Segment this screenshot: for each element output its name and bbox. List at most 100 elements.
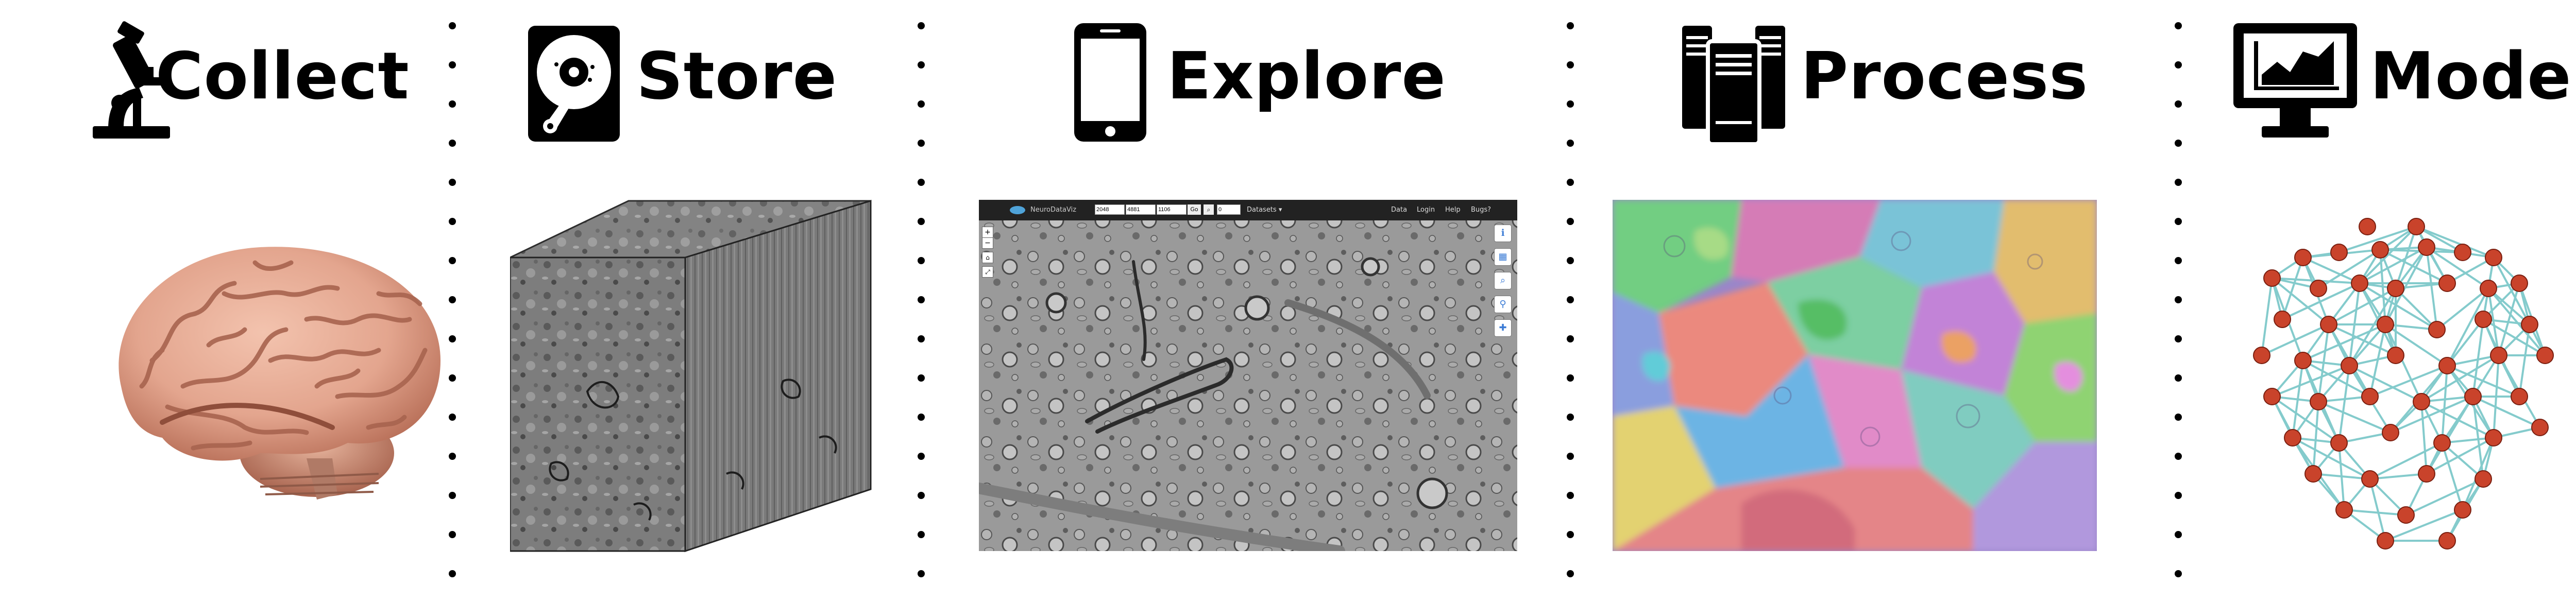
coord-y-input[interactable]: [1126, 204, 1156, 215]
go-button[interactable]: Go: [1188, 204, 1201, 215]
network-edge: [2487, 288, 2500, 356]
brand-label[interactable]: NeuroDataViz: [1030, 206, 1077, 214]
coord-x-input[interactable]: [1095, 204, 1125, 215]
network-edge: [2369, 473, 2427, 480]
network-node: [2387, 280, 2404, 297]
network-edge: [2420, 354, 2500, 403]
network-node: [2511, 388, 2528, 405]
zoom-in-button[interactable]: +: [982, 227, 993, 238]
viewer-navbar: NeuroDataViz Go ⌕ Datasets ▾ Data Login …: [979, 200, 1517, 220]
network-node: [2263, 388, 2281, 405]
stage-store: Store: [505, 0, 969, 601]
network-edge: [2313, 473, 2370, 480]
network-edge: [2420, 401, 2428, 474]
image-icon[interactable]: ▦: [1494, 248, 1512, 266]
network-node: [2310, 393, 2327, 410]
network-node: [2377, 316, 2394, 333]
network-edge: [2482, 318, 2546, 356]
separator: [916, 21, 926, 587]
network-edge: [2416, 226, 2463, 253]
network-node: [2387, 347, 2404, 364]
network-node: [2536, 347, 2554, 364]
stage-header: Collect: [62, 21, 526, 144]
info-icon[interactable]: ℹ: [1494, 225, 1512, 242]
network-node: [2475, 470, 2492, 488]
stage-label: Process: [1801, 38, 2089, 114]
network-node: [2464, 388, 2482, 405]
network-node: [2490, 347, 2507, 364]
network-edge: [2369, 478, 2386, 541]
network-node: [2433, 434, 2451, 452]
network-edge: [2302, 256, 2360, 284]
network-node: [2428, 321, 2446, 338]
viewer-window: NeuroDataViz Go ⌕ Datasets ▾ Data Login …: [979, 200, 1517, 551]
network-edge: [2281, 257, 2304, 320]
fullscreen-icon[interactable]: ⤢: [982, 266, 993, 278]
network-edge: [2292, 437, 2370, 480]
network-edge: [2441, 442, 2464, 510]
network-edge: [2272, 365, 2350, 398]
resolution-input[interactable]: [1217, 204, 1241, 215]
network-node: [2330, 434, 2348, 452]
datasets-menu[interactable]: Datasets ▾: [1247, 206, 1282, 214]
stage-header: Model: [2215, 21, 2576, 144]
network-edge: [2312, 401, 2319, 474]
coord-z-input[interactable]: [1157, 204, 1187, 215]
network-node: [2310, 280, 2327, 297]
hard-drive-icon: [528, 26, 620, 142]
stage-process: Process: [1607, 0, 2154, 601]
nav-link-data[interactable]: Data: [1391, 206, 1408, 214]
network-node: [2413, 393, 2430, 410]
network-edge: [2446, 288, 2489, 366]
network-edge: [2446, 318, 2484, 367]
network-graph: [2253, 218, 2554, 550]
nav-link-login[interactable]: Login: [1417, 206, 1435, 214]
stage-header: Explore: [969, 21, 1446, 144]
network-node: [2377, 532, 2394, 550]
logo-icon: [1010, 206, 1025, 214]
network-edge: [2426, 437, 2494, 475]
network-edge: [2338, 226, 2417, 253]
network-edge: [2369, 324, 2386, 397]
em-volume-cube: [510, 199, 872, 553]
network-edge: [2380, 249, 2448, 284]
zoom-out-button[interactable]: −: [982, 238, 993, 249]
stage-explore: Explore: [969, 0, 1535, 601]
network-edge: [2302, 359, 2370, 398]
network-edge: [2426, 246, 2489, 289]
network-node: [2454, 501, 2471, 519]
network-edge: [2302, 323, 2386, 362]
network-edge: [2261, 323, 2329, 356]
add-icon[interactable]: ✚: [1494, 319, 1512, 337]
stage-model: Model: [2215, 0, 2576, 601]
stage-header: Process: [1607, 21, 2088, 144]
stage-label: Store: [636, 38, 838, 114]
network-node: [2284, 429, 2301, 447]
network-node: [2351, 274, 2368, 292]
network-node: [2359, 218, 2376, 235]
magnifier-icon[interactable]: ⌕: [1494, 272, 1512, 289]
nav-link-help[interactable]: Help: [1445, 206, 1461, 214]
nav-link-bugs[interactable]: Bugs?: [1471, 206, 1492, 214]
network-edge: [2271, 277, 2330, 325]
network-edge: [2441, 365, 2448, 443]
pin-icon[interactable]: ⚲: [1494, 296, 1512, 313]
network-node: [2361, 388, 2379, 405]
search-icon[interactable]: ⌕: [1204, 204, 1214, 215]
separator: [2173, 21, 2183, 587]
network-node: [2361, 470, 2379, 488]
network-edge: [2390, 396, 2473, 434]
microscope-icon: [93, 21, 170, 139]
network-node: [2304, 465, 2322, 483]
smartphone-icon: [1074, 23, 1146, 142]
home-icon[interactable]: ⌂: [982, 252, 993, 263]
network-edge: [2318, 401, 2391, 434]
network-node: [2531, 419, 2549, 436]
em-slice-image: [979, 200, 1517, 551]
network-node: [2438, 357, 2456, 374]
network-edge: [2487, 287, 2531, 325]
stage-header: Store: [505, 21, 969, 144]
network-edge: [2416, 226, 2494, 259]
network-edge: [2384, 324, 2422, 402]
network-node: [2454, 244, 2471, 261]
